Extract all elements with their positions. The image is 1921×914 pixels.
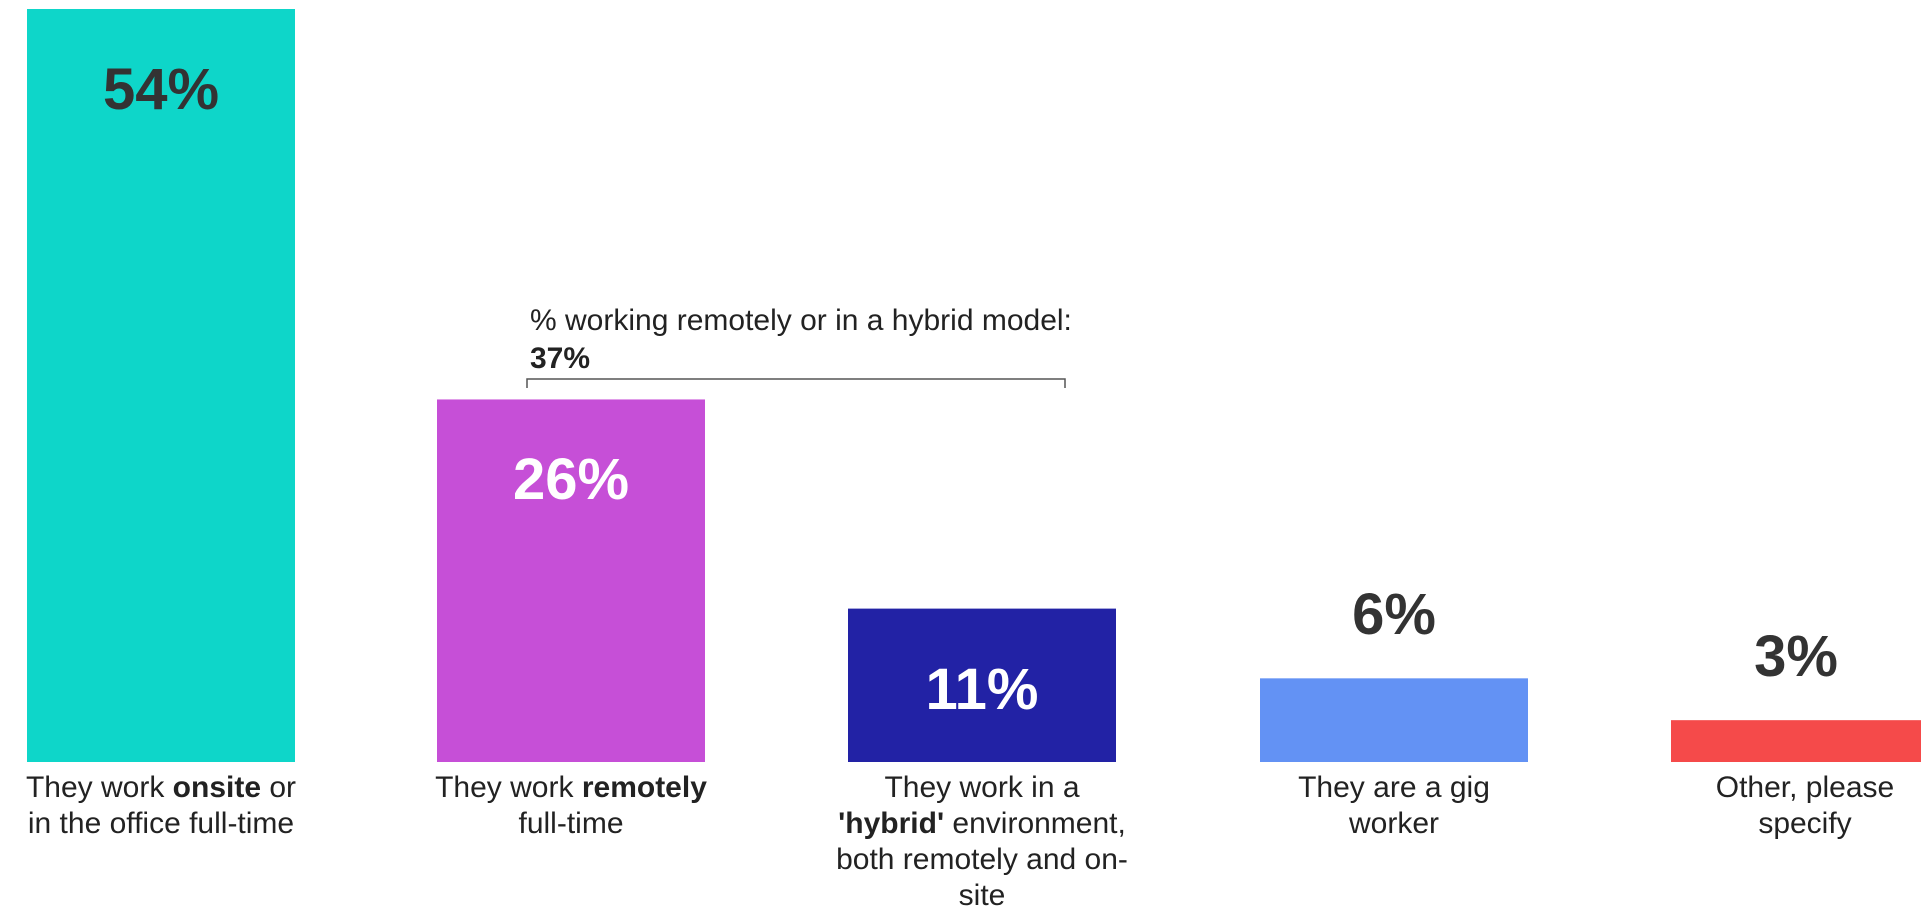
bar-value-label-3: 11% (925, 656, 1039, 722)
bar-4 (1260, 678, 1528, 762)
bars-group (27, 9, 1921, 762)
bar-value-label-1: 54% (102, 57, 220, 122)
category-label-1: They work onsite or in the office full-t… (25, 771, 297, 840)
bar-value-label-2: 26% (512, 447, 630, 513)
annotation-value: 37% (530, 342, 591, 375)
bar-3 (848, 608, 1116, 762)
category-label-3: They work in a 'hybrid' environment, bot… (836, 771, 1128, 912)
bar-value-label-4: 6% (1352, 582, 1436, 648)
bar-2 (437, 399, 705, 762)
annotation-text: % working remotely or in a hybrid model:… (530, 302, 1090, 378)
bar-1 (27, 9, 295, 762)
bar-5 (1671, 720, 1921, 762)
annotation-label: % working remotely or in a hybrid model: (530, 304, 1072, 337)
annotation-bracket (526, 378, 1066, 388)
category-label-2: They work remotely full-time (435, 771, 707, 840)
category-label-4: They are a gig worker (1298, 771, 1490, 840)
category-label-5: Other, please specify (1715, 771, 1895, 840)
bar-value-label-5: 3% (1754, 624, 1838, 690)
